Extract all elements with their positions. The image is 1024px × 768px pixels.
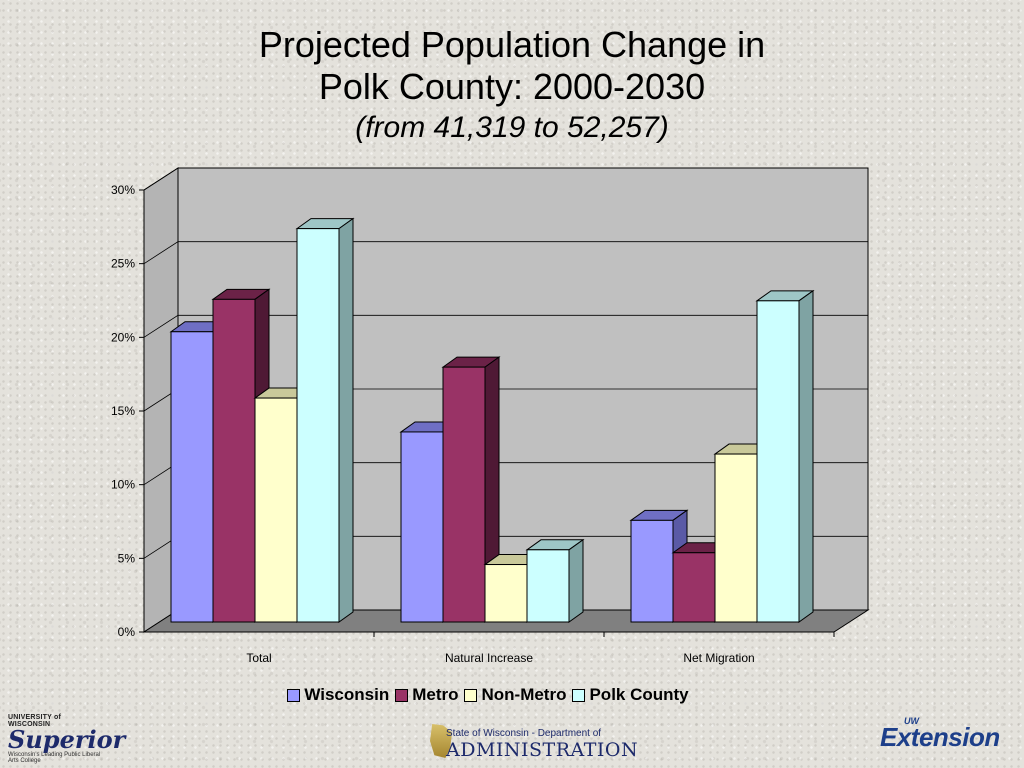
bar-side bbox=[798, 289, 814, 623]
legend-item-polk-county: Polk County bbox=[572, 685, 689, 705]
doa-logo-small-text: State of Wisconsin - Department of bbox=[446, 728, 602, 739]
y-tick-label: 5% bbox=[118, 551, 136, 565]
y-tick-label: 0% bbox=[118, 625, 136, 639]
legend-swatch-polk-county bbox=[572, 688, 586, 702]
legend-item-metro: Metro bbox=[395, 685, 458, 705]
bar bbox=[630, 519, 674, 623]
legend-item-wisconsin: Wisconsin bbox=[287, 685, 389, 705]
legend-label-wisconsin: Wisconsin bbox=[304, 685, 390, 704]
legend-swatch-metro bbox=[395, 688, 409, 702]
x-tick-label: Net Migration bbox=[683, 651, 754, 665]
y-tick-label: 20% bbox=[111, 330, 135, 344]
y-tick-label: 30% bbox=[111, 183, 135, 197]
x-tick-label: Total bbox=[246, 651, 271, 665]
uws-logo-tagline: Wisconsin's Leading Public Liberal Arts … bbox=[8, 752, 101, 764]
chart-title-line-2: Polk County: 2000-2030 bbox=[318, 66, 706, 107]
y-tick-label: 10% bbox=[111, 478, 135, 492]
y-tick-label: 25% bbox=[111, 257, 135, 271]
ext-logo-main-text: Extension bbox=[880, 722, 1000, 752]
gridline bbox=[143, 167, 868, 191]
chart-title-line-1: Projected Population Change in bbox=[258, 24, 766, 65]
uw-extension-logo: UW Extension bbox=[880, 716, 1010, 752]
uws-logo-main-text: Superior bbox=[8, 725, 126, 754]
gridline bbox=[143, 241, 868, 265]
wi-doa-logo: State of Wisconsin - Department of ADMIN… bbox=[416, 724, 638, 762]
bar bbox=[254, 397, 298, 623]
bar-side bbox=[568, 538, 584, 623]
bar bbox=[296, 228, 340, 623]
chart-title-block: Projected Population Change in Polk Coun… bbox=[0, 24, 1024, 148]
chart-legend: Wisconsin Metro Non-Metro Polk County bbox=[253, 682, 723, 708]
bar bbox=[672, 552, 716, 623]
bar bbox=[170, 331, 214, 623]
legend-label-metro: Metro bbox=[412, 685, 459, 704]
bar bbox=[442, 366, 486, 623]
y-tick-label: 15% bbox=[111, 404, 135, 418]
gridline bbox=[143, 314, 868, 338]
bar-side bbox=[338, 217, 354, 623]
doa-logo-big-text: ADMINISTRATION bbox=[446, 739, 639, 761]
ext-logo-uw-text: UW bbox=[904, 716, 919, 726]
uw-superior-logo: UNIVERSITY of WISCONSIN Superior Wiscons… bbox=[8, 714, 126, 764]
bar bbox=[400, 431, 444, 623]
legend-swatch-non-metro bbox=[464, 688, 478, 702]
bar bbox=[714, 453, 758, 623]
bar bbox=[756, 300, 800, 623]
chart-subtitle: (from 41,319 to 52,257) bbox=[355, 111, 669, 144]
wisconsin-state-icon bbox=[430, 724, 452, 758]
bar bbox=[484, 564, 528, 623]
uws-logo-top-text: UNIVERSITY of WISCONSIN bbox=[8, 714, 62, 728]
x-tick-label: Natural Increase bbox=[445, 651, 533, 665]
bar bbox=[212, 298, 256, 623]
legend-item-non-metro: Non-Metro bbox=[464, 685, 566, 705]
legend-label-polk-county: Polk County bbox=[589, 685, 689, 704]
legend-swatch-wisconsin bbox=[287, 688, 301, 702]
bar bbox=[526, 549, 570, 623]
legend-label-non-metro: Non-Metro bbox=[481, 685, 567, 704]
